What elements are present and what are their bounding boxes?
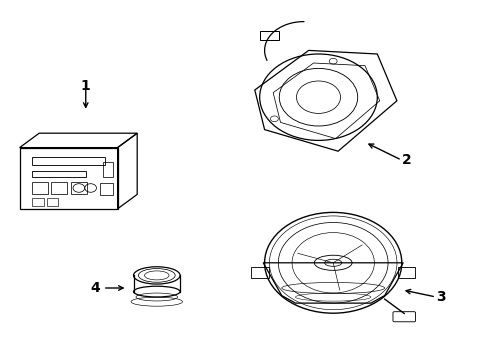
Text: 2: 2: [402, 153, 412, 167]
Text: 4: 4: [91, 281, 100, 295]
Text: 3: 3: [436, 290, 446, 304]
Text: 1: 1: [81, 80, 91, 93]
